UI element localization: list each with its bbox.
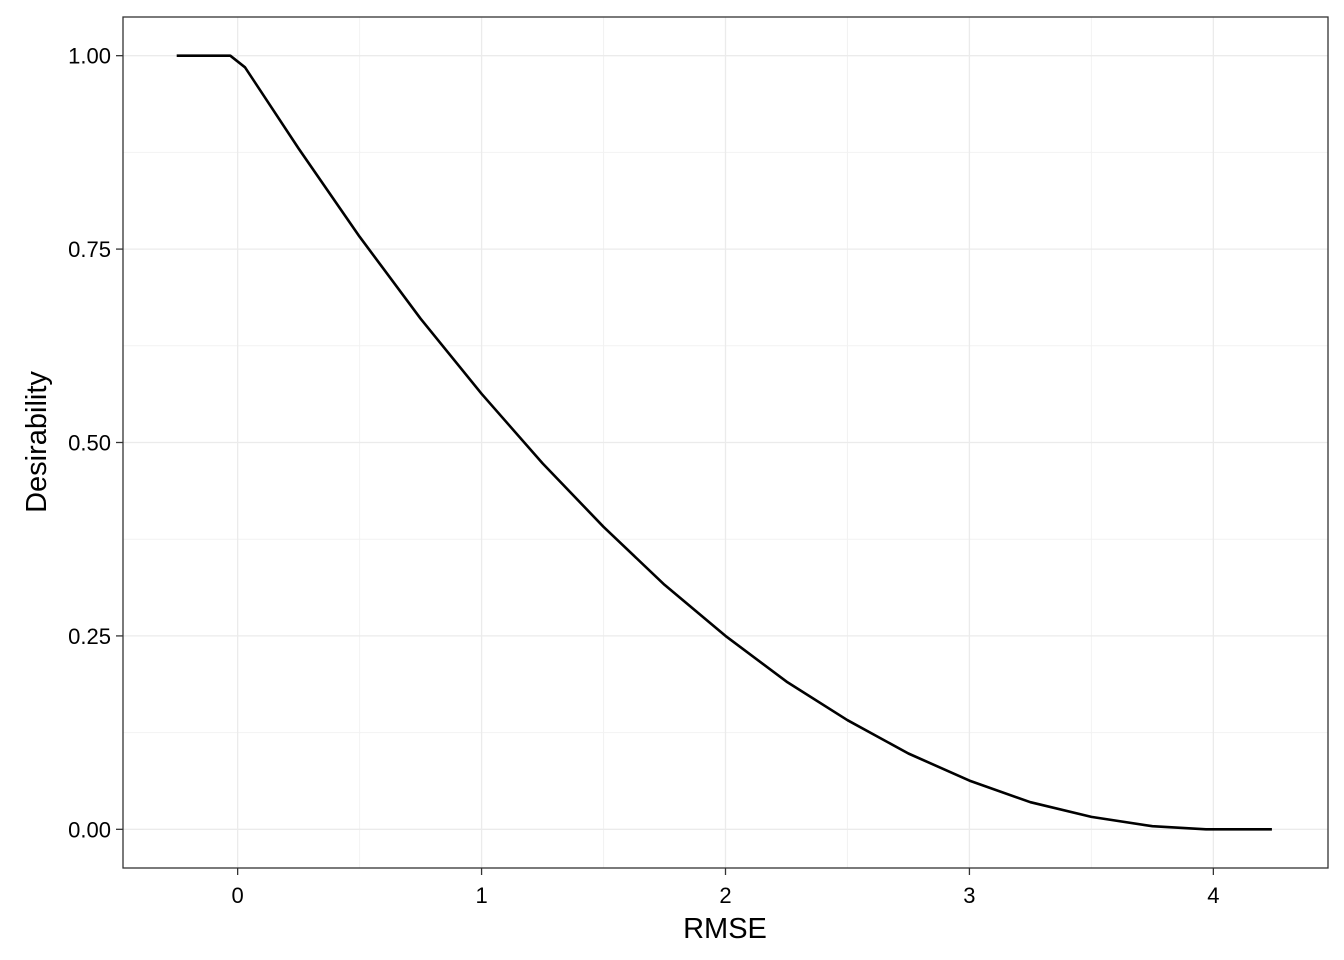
y-axis-title: Desirability [21, 371, 53, 513]
x-tick-label: 1 [475, 883, 487, 908]
x-tick-label: 0 [232, 883, 244, 908]
series-line [176, 54, 1272, 831]
y-axis: 0.00 0.25 0.50 0.75 1.00 [68, 44, 123, 842]
x-tick-label: 4 [1207, 883, 1219, 908]
x-tick-label: 3 [963, 883, 975, 908]
x-axis-title: RMSE [683, 913, 767, 945]
x-axis: 0 1 2 3 4 [232, 868, 1219, 908]
y-tick-label: 0.25 [68, 624, 111, 649]
x-tick-label: 2 [719, 883, 731, 908]
y-tick-label: 0.00 [68, 817, 111, 842]
y-tick-label: 0.50 [68, 431, 111, 456]
y-tick-label: 1.00 [68, 44, 111, 69]
y-tick-label: 0.75 [68, 237, 111, 262]
series-layer [176, 54, 1272, 831]
